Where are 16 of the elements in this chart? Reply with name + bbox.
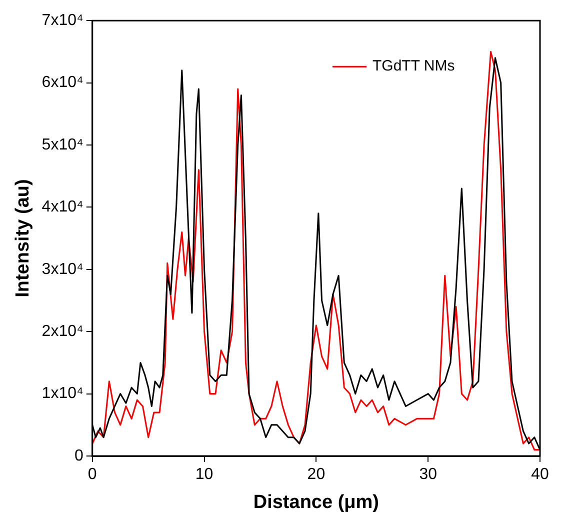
legend-label: TGdTT NMs: [372, 58, 455, 75]
y-tick-label: 0: [74, 447, 84, 464]
y-tick-label: 6x10⁴: [42, 74, 84, 92]
x-tick-label: 40: [531, 466, 549, 484]
y-tick-label: 5x10⁴: [42, 136, 84, 154]
y-tick-label: 3x10⁴: [42, 260, 84, 278]
x-tick-label: 20: [307, 466, 326, 484]
x-axis-title: Distance (μm): [253, 492, 380, 513]
y-axis-title: Intensity (au): [12, 179, 34, 298]
x-tick-label: 0: [88, 466, 97, 484]
x-tick-label: 10: [195, 466, 214, 484]
y-tick-label: 1x10⁴: [42, 385, 84, 402]
x-tick-label: 30: [419, 466, 438, 484]
y-tick-label: 2x10⁴: [42, 323, 84, 340]
y-tick-label: 4x10⁴: [42, 198, 84, 216]
y-tick-label: 7x10⁴: [42, 12, 84, 30]
